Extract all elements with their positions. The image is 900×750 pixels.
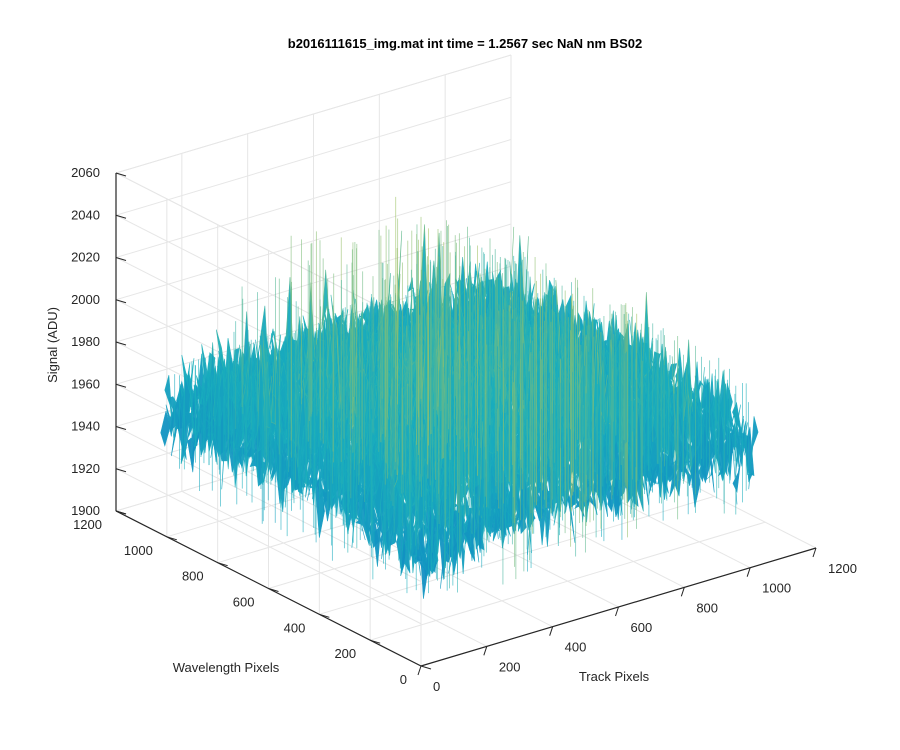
- surface-patch: [160, 410, 171, 447]
- box-edge: [115, 54, 512, 174]
- surface-patch: [221, 413, 232, 490]
- floor-grid-line: [319, 495, 715, 615]
- floor-grid-line: [370, 521, 766, 641]
- surface-patch: [180, 375, 191, 464]
- wall-grid-line: [115, 139, 512, 258]
- surface: [160, 196, 759, 599]
- wall-grid-line: [115, 426, 422, 582]
- wall-grid-line: [115, 96, 512, 216]
- surface-patch: [268, 328, 279, 366]
- box-edge: [115, 172, 422, 329]
- wall-grid-line: [115, 468, 422, 625]
- wall-grid-line: [115, 223, 512, 343]
- wall-grid-line: [115, 181, 512, 301]
- surface-patch: [205, 414, 216, 425]
